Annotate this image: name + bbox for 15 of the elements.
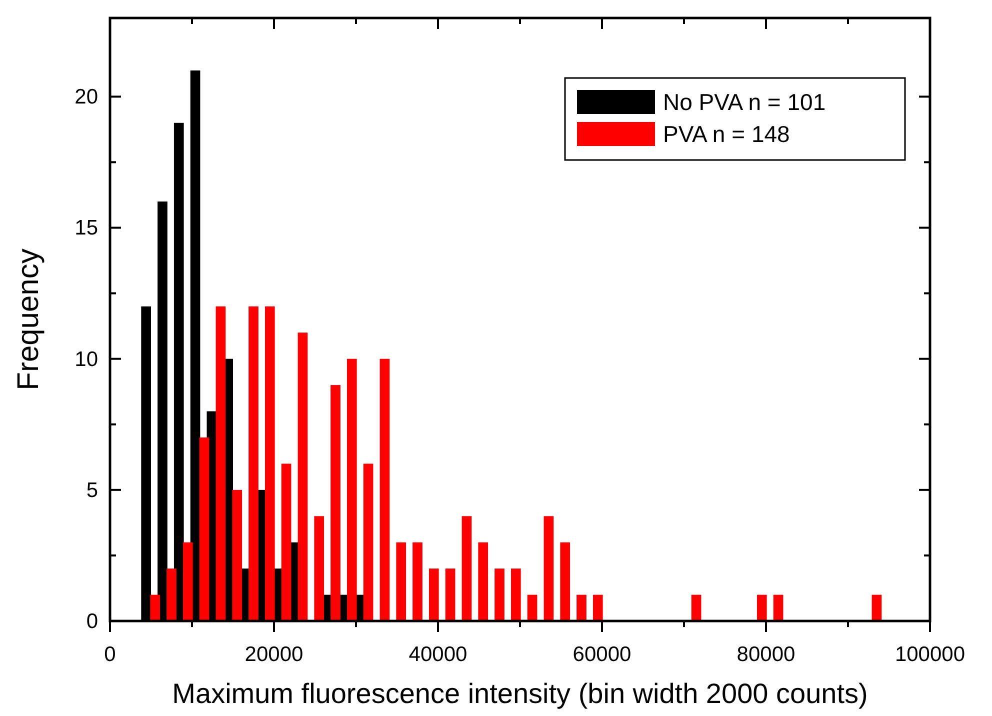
x-tick-label: 40000 xyxy=(408,643,468,666)
x-tick-label: 100000 xyxy=(894,643,966,666)
y-tick-label: 0 xyxy=(86,610,98,633)
x-tick-label: 80000 xyxy=(736,643,796,666)
legend-label: No PVA n = 101 xyxy=(663,89,826,115)
y-tick-label: 15 xyxy=(74,216,98,240)
x-tick-label: 20000 xyxy=(244,643,304,666)
x-axis-title: Maximum fluorescence intensity (bin width 2000 counts) xyxy=(172,678,868,709)
y-axis-title: Frequency xyxy=(12,248,45,390)
y-tick-label: 10 xyxy=(74,348,98,371)
legend-label: PVA n = 148 xyxy=(663,121,790,147)
y-tick-label: 5 xyxy=(86,478,98,502)
y-tick-label: 20 xyxy=(74,86,98,109)
x-tick-label: 0 xyxy=(104,643,116,666)
x-tick-label: 60000 xyxy=(572,643,632,666)
